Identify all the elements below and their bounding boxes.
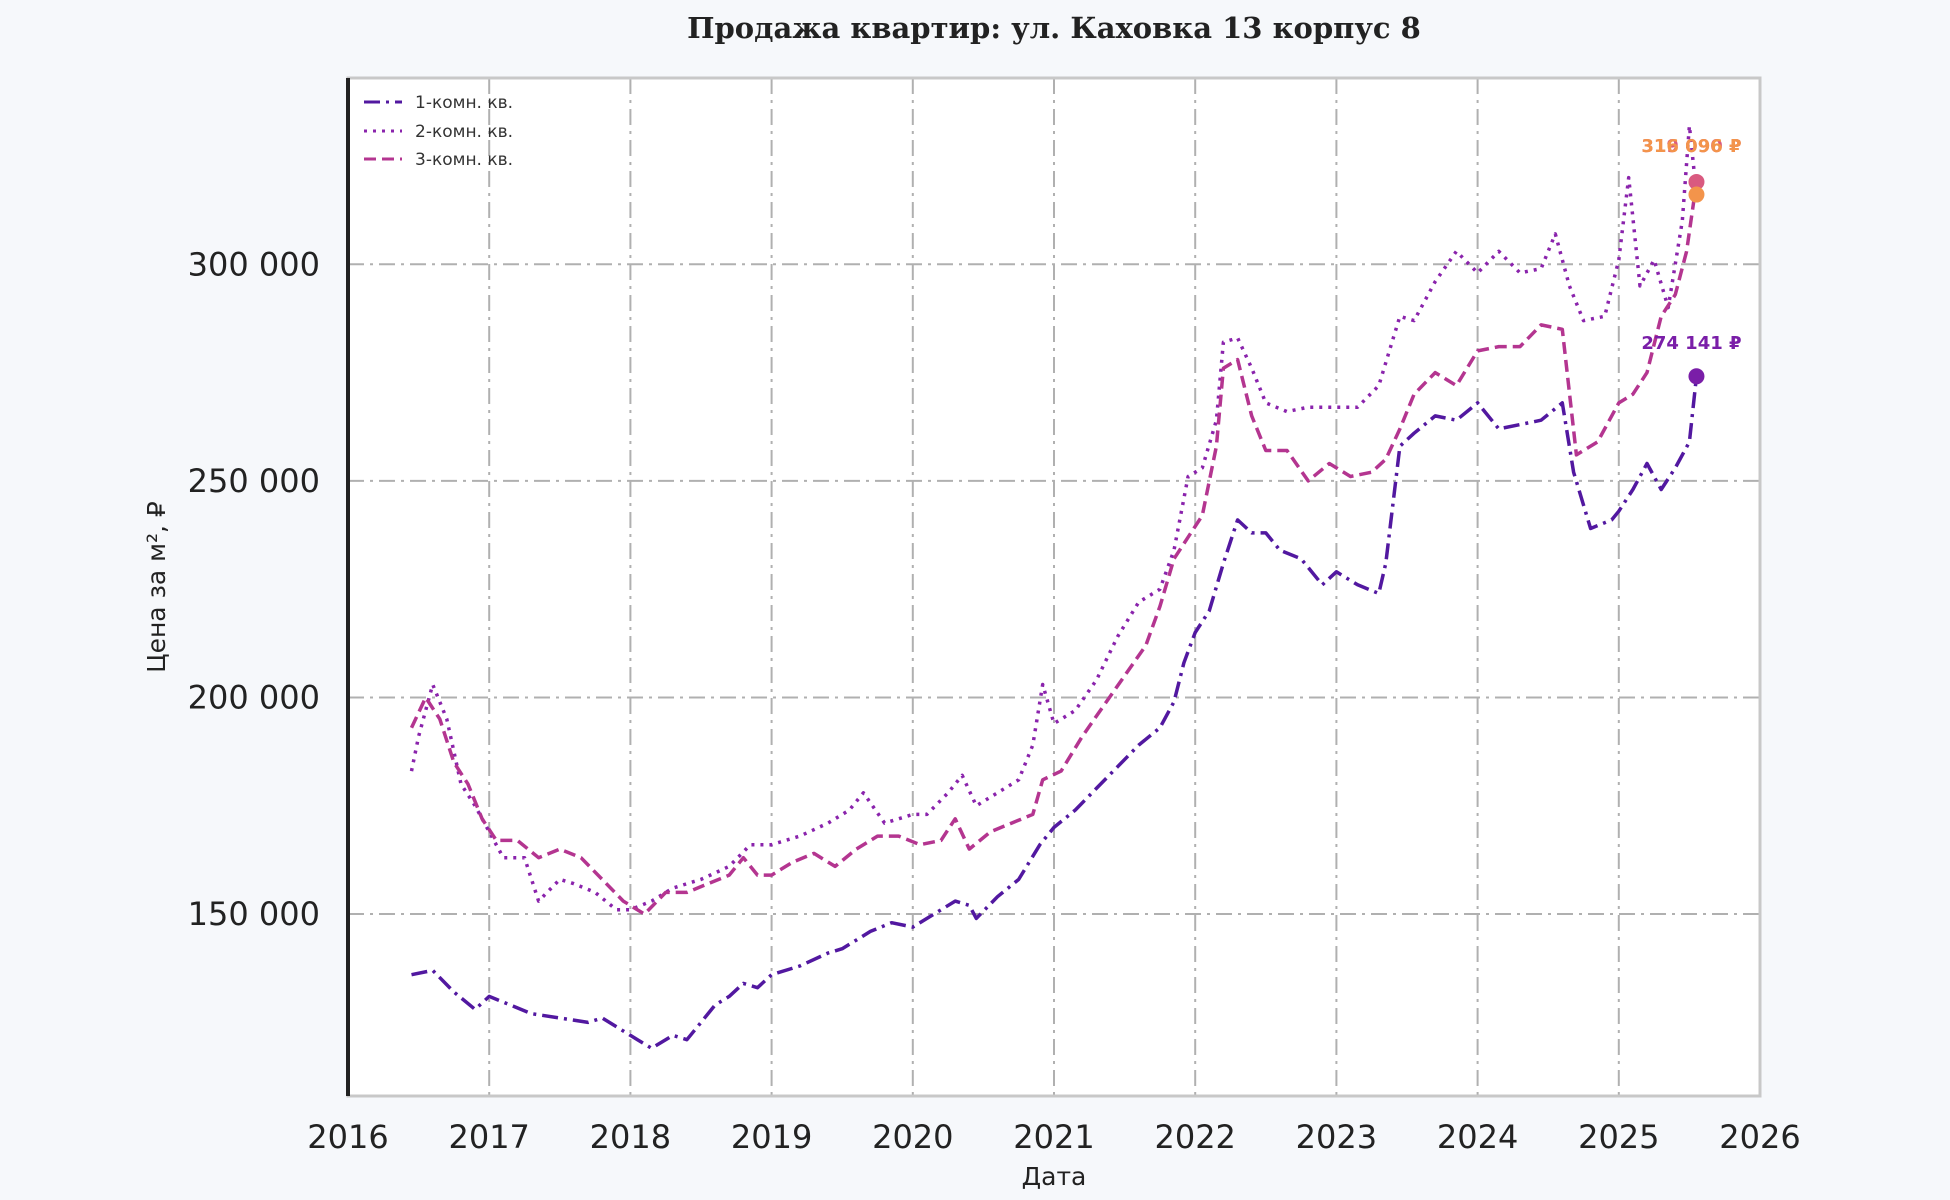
x-tick-label: 2022 [1154, 1118, 1235, 1156]
y-tick-label: 300 000 [188, 245, 320, 283]
x-tick-label: 2025 [1578, 1118, 1659, 1156]
series-layer [409, 123, 1699, 1051]
last-value-label: 319 090 ₽ [1641, 136, 1741, 157]
legend-label-3room: 3-комн. кв. [415, 150, 513, 170]
x-tick-label: 2020 [872, 1118, 953, 1156]
series-line-2 [409, 123, 1699, 912]
series-line-1 [411, 376, 1699, 1051]
legend-label-2room: 2-комн. кв. [415, 122, 513, 142]
grid [348, 78, 1760, 1096]
chart-title: Продажа квартир: ул. Каховка 13 корпус 8 [687, 11, 1421, 45]
series-line-3 [409, 181, 1699, 916]
x-tick-label: 2024 [1437, 1118, 1518, 1156]
y-tick-label: 150 000 [188, 895, 320, 933]
legend: 1-комн. кв. 2-комн. кв. 3-комн. кв. [364, 93, 513, 170]
x-tick-label: 2023 [1296, 1118, 1377, 1156]
y-tick-labels: 150 000 200 000 250 000 300 000 [188, 245, 320, 933]
y-tick-label: 200 000 [188, 678, 320, 716]
x-tick-labels: 2016 2017 2018 2019 2020 2021 2022 2023 2024 2025… [307, 1118, 1800, 1156]
x-tick-label: 2021 [1013, 1118, 1094, 1156]
x-tick-label: 2017 [448, 1118, 529, 1156]
y-tick-label: 250 000 [188, 462, 320, 500]
x-tick-label: 2018 [590, 1118, 671, 1156]
last-value-marker [1688, 173, 1705, 190]
x-tick-label: 2016 [307, 1118, 388, 1156]
last-value-marker [1688, 186, 1705, 203]
last-value-marker [1688, 368, 1705, 385]
last-value-label: 316 096 ₽ [1641, 136, 1741, 157]
annotations: 274 141 ₽ 319 090 ₽316 096 ₽ [1641, 136, 1742, 385]
y-axis-label: Цена за м², ₽ [142, 501, 171, 673]
x-axis-label: Дата [1022, 1162, 1087, 1191]
last-value-label: 274 141 ₽ [1641, 333, 1741, 354]
x-tick-label: 2026 [1719, 1118, 1800, 1156]
legend-label-1room: 1-комн. кв. [415, 93, 513, 113]
x-tick-label: 2019 [731, 1118, 812, 1156]
